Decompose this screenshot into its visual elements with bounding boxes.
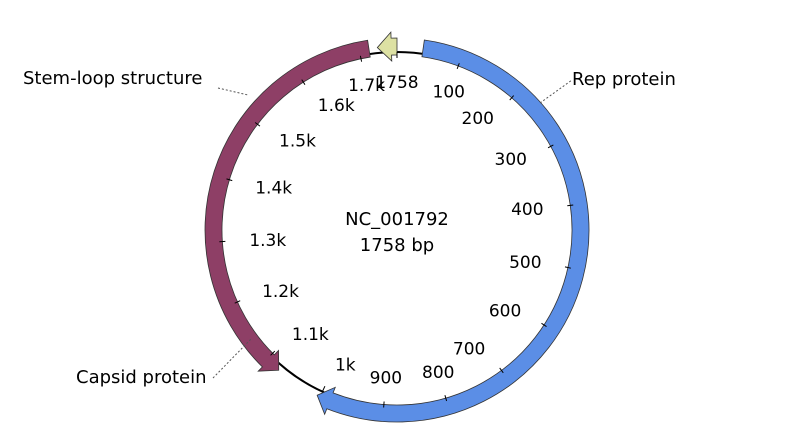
tick-mark — [499, 367, 504, 374]
tick-label: 700 — [453, 340, 485, 360]
feature-arrow-capsid-protein — [204, 39, 371, 372]
tick-mark — [359, 55, 363, 62]
tick-mark — [321, 385, 326, 392]
tick-label: 400 — [511, 200, 543, 220]
tick-label: 1.2k — [262, 282, 299, 302]
tick-mark — [444, 395, 448, 402]
tick-label: 1.6k — [318, 96, 355, 116]
rep-protein-label: Rep protein — [572, 69, 676, 90]
tick-mark — [564, 266, 571, 269]
tick-mark — [301, 79, 306, 85]
tick-mark — [226, 178, 233, 182]
feature-arrow-rep-protein — [316, 39, 590, 423]
tick-label: 600 — [489, 301, 521, 321]
tick-label: 100 — [433, 82, 465, 102]
tick-label: 500 — [509, 253, 541, 273]
tick-mark — [270, 350, 276, 356]
tick-label: 200 — [462, 109, 494, 129]
tick-mark — [567, 204, 574, 207]
tick-label: 1758 — [375, 73, 418, 93]
capsid-protein-leader — [212, 337, 253, 379]
tick-mark — [254, 122, 261, 127]
tick-label: 1k — [335, 355, 356, 375]
tick-mark — [541, 322, 547, 328]
tick-mark — [509, 95, 515, 101]
rep-protein-leader — [539, 79, 573, 104]
map-length: 1758 bp — [360, 235, 434, 256]
tick-label: 1.7k — [348, 76, 385, 96]
map-name: NC_001792 — [345, 209, 449, 230]
tick-mark — [456, 63, 460, 70]
tick-label: 1.3k — [249, 231, 286, 251]
capsid-protein-label: Capsid protein — [76, 367, 207, 388]
stem-loop-leader — [217, 87, 249, 96]
features-layer — [204, 31, 590, 423]
tick-label: 800 — [422, 363, 454, 383]
tick-mark — [547, 144, 554, 149]
tick-label: 1.5k — [279, 132, 316, 152]
stem-loop-label: Stem-loop structure — [23, 68, 202, 89]
tick-label: 1.1k — [292, 325, 329, 345]
feature-arrow-stem-loop-structure — [376, 31, 398, 63]
tick-label: 1.4k — [255, 178, 292, 198]
tick-label: 300 — [495, 150, 527, 170]
tick-mark — [234, 300, 241, 304]
tick-label: 900 — [370, 369, 402, 389]
